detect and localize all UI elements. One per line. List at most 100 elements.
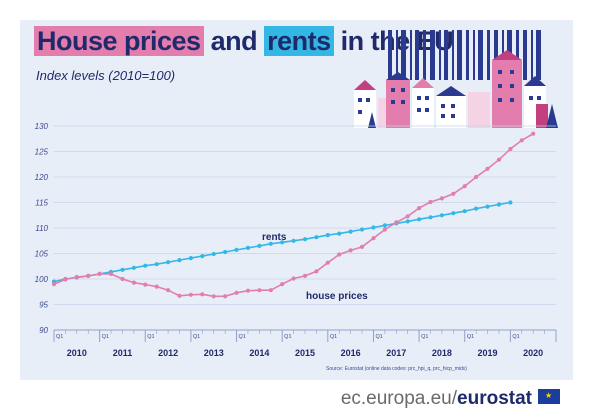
- x-year-label-2013: 2013: [204, 348, 224, 358]
- point-house-prices-11: [177, 293, 182, 298]
- point-rents-34: [439, 213, 444, 218]
- point-rents-38: [485, 204, 490, 209]
- footer-eurostat[interactable]: ec.europa.eu/eurostat: [341, 388, 560, 410]
- point-rents-23: [314, 235, 319, 240]
- point-house-prices-14: [211, 294, 216, 299]
- x-quarter-label-2018: Q1: [421, 334, 428, 340]
- title-and: and: [210, 26, 258, 56]
- point-rents-7: [131, 265, 136, 270]
- x-quarter-label-2017: Q1: [375, 334, 382, 340]
- point-house-prices-15: [223, 294, 228, 299]
- x-year-label-2016: 2016: [341, 348, 361, 358]
- point-rents-19: [268, 241, 273, 246]
- point-house-prices-17: [245, 288, 251, 293]
- y-tick-label-110: 110: [35, 224, 48, 233]
- point-house-prices-18: [257, 288, 262, 293]
- x-quarter-label-2014: Q1: [239, 334, 246, 340]
- y-tick-label-105: 105: [35, 250, 49, 259]
- point-rents-33: [428, 215, 433, 220]
- point-house-prices-42: [531, 131, 536, 136]
- point-house-prices-30: [394, 220, 399, 225]
- y-tick-label-90: 90: [39, 326, 48, 335]
- point-rents-26: [348, 229, 353, 234]
- point-house-prices-35: [451, 191, 456, 196]
- title-rents: rents: [264, 26, 334, 56]
- point-house-prices-26: [348, 248, 353, 253]
- series-house-prices: [51, 131, 536, 299]
- point-house-prices-41: [519, 138, 524, 143]
- series-label-rents: rents: [262, 232, 287, 243]
- point-rents-31: [405, 219, 410, 224]
- chart-title: House prices and rents in the EU: [34, 26, 454, 57]
- x-year-label-2010: 2010: [67, 348, 87, 358]
- x-quarter-label-2010: Q1: [56, 334, 63, 340]
- point-house-prices-5: [108, 271, 114, 276]
- point-house-prices-29: [382, 227, 387, 232]
- point-house-prices-37: [474, 174, 479, 180]
- x-year-label-2012: 2012: [158, 348, 178, 358]
- x-year-label-2019: 2019: [478, 348, 498, 358]
- series-line-house-prices: [53, 133, 534, 298]
- point-house-prices-4: [97, 271, 102, 276]
- x-axis: Q1 2010 Q1 2011 Q1 2012 Q1 2013 Q1 2014 Q1 2015 Q1 20…: [53, 329, 557, 358]
- y-tick-label-115: 115: [35, 199, 48, 208]
- x-quarter-label-2019: Q1: [467, 334, 474, 340]
- y-tick-label-95: 95: [39, 301, 48, 310]
- point-house-prices-3: [86, 273, 91, 278]
- point-rents-22: [302, 237, 308, 242]
- point-rents-20: [280, 240, 285, 245]
- x-quarter-label-2012: Q1: [147, 334, 154, 340]
- point-house-prices-24: [325, 260, 330, 265]
- eu-flag-icon: [538, 389, 560, 405]
- point-rents-25: [337, 231, 342, 236]
- x-quarter-label-2011: Q1: [102, 334, 109, 340]
- point-rents-35: [451, 211, 456, 216]
- y-axis-tick-labels: 90 95 100 105 110 115 120 125 130: [35, 122, 49, 335]
- point-house-prices-8: [143, 282, 148, 287]
- y-tick-label-125: 125: [35, 148, 49, 157]
- point-rents-8: [143, 263, 148, 268]
- point-house-prices-0: [51, 282, 57, 287]
- point-house-prices-9: [154, 284, 159, 289]
- y-tick-label-100: 100: [35, 275, 49, 284]
- point-house-prices-7: [131, 280, 136, 285]
- x-year-label-2018: 2018: [432, 348, 452, 358]
- y-tick-label-120: 120: [35, 173, 49, 182]
- point-rents-14: [211, 251, 216, 257]
- x-year-label-2014: 2014: [249, 348, 269, 358]
- point-house-prices-16: [234, 290, 239, 295]
- point-house-prices-6: [120, 276, 125, 282]
- x-quarter-label-2020: Q1: [512, 334, 519, 340]
- point-house-prices-28: [371, 236, 376, 241]
- x-quarter-label-2016: Q1: [330, 334, 337, 340]
- point-rents-9: [154, 262, 159, 267]
- point-house-prices-40: [508, 146, 513, 152]
- x-quarter-label-2013: Q1: [193, 334, 200, 340]
- point-rents-27: [359, 227, 365, 232]
- point-house-prices-31: [405, 214, 410, 219]
- x-year-label-2017: 2017: [386, 348, 406, 358]
- source-note: Source: Eurostat (online data codes: prc…: [326, 366, 467, 372]
- point-house-prices-27: [359, 244, 365, 249]
- point-rents-16: [234, 247, 239, 252]
- point-house-prices-13: [200, 292, 205, 297]
- point-house-prices-33: [428, 199, 433, 205]
- point-house-prices-25: [337, 252, 342, 257]
- y-tick-label-130: 130: [35, 122, 49, 131]
- point-house-prices-39: [496, 157, 502, 162]
- footer-brand: eurostat: [457, 388, 532, 409]
- y-gridlines: [54, 125, 556, 331]
- point-rents-10: [166, 260, 171, 265]
- x-year-label-2011: 2011: [113, 348, 133, 358]
- point-house-prices-36: [462, 184, 467, 189]
- point-rents-21: [291, 238, 296, 243]
- point-rents-37: [474, 206, 479, 211]
- point-house-prices-34: [439, 196, 444, 201]
- point-rents-39: [496, 202, 502, 207]
- point-house-prices-2: [74, 274, 79, 280]
- point-rents-13: [200, 254, 205, 259]
- point-rents-40: [508, 200, 513, 205]
- point-house-prices-20: [280, 282, 285, 287]
- point-rents-24: [325, 233, 330, 238]
